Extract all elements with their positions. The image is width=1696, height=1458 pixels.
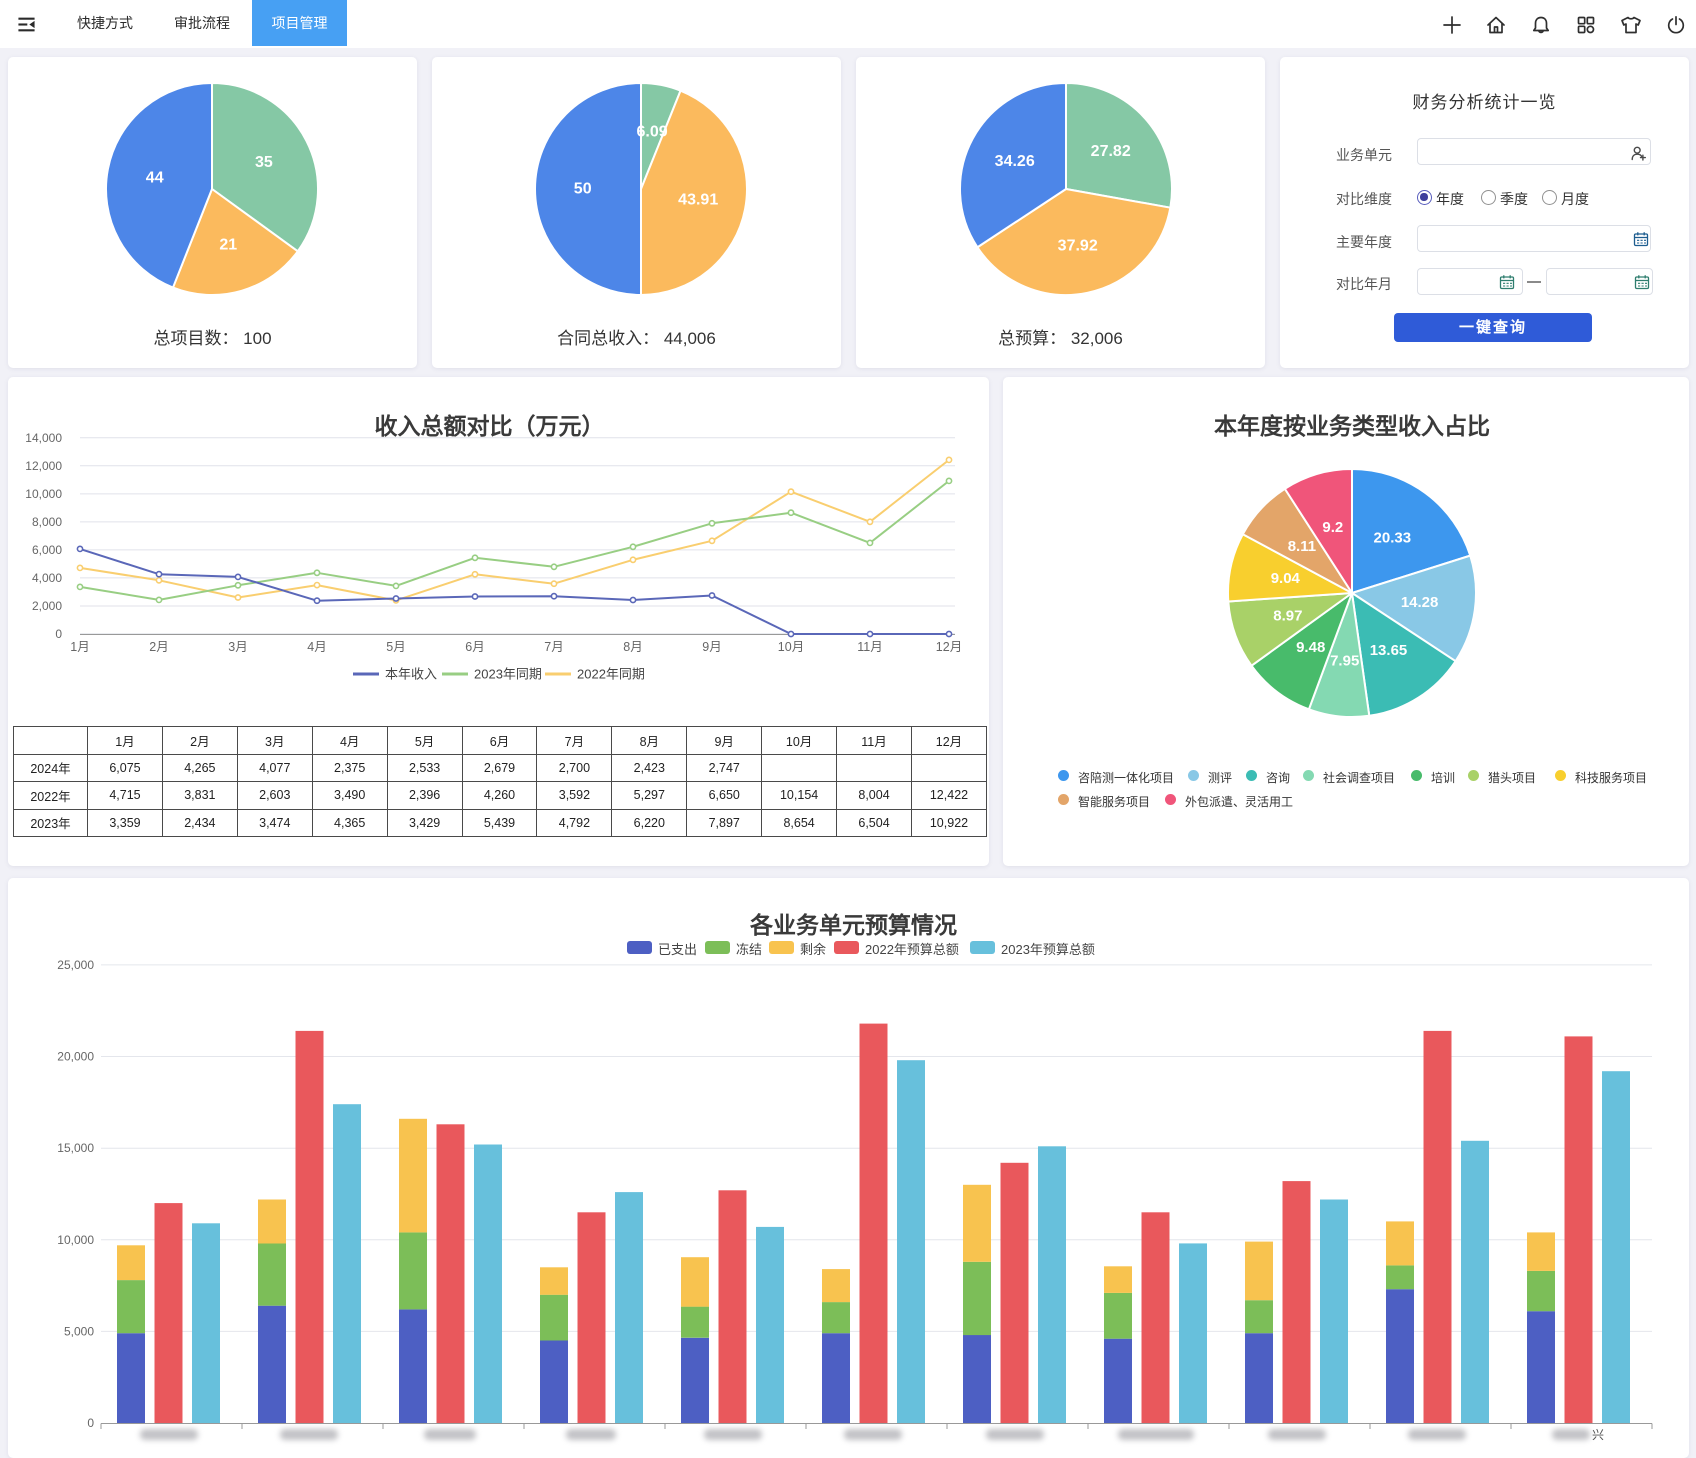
svg-text:43.91: 43.91: [678, 192, 718, 209]
svg-text:12月: 12月: [936, 640, 962, 654]
svg-text:20.33: 20.33: [1374, 530, 1412, 547]
svg-text:0: 0: [55, 627, 62, 641]
svg-text:4,000: 4,000: [32, 571, 62, 585]
svg-text:10,000: 10,000: [25, 487, 62, 501]
svg-text:1月: 1月: [70, 640, 89, 654]
svg-text:0: 0: [87, 1416, 94, 1430]
svg-text:10,000: 10,000: [57, 1233, 94, 1247]
svg-text:14,000: 14,000: [25, 431, 62, 445]
svg-text:4月: 4月: [307, 640, 326, 654]
svg-text:8月: 8月: [623, 640, 642, 654]
svg-text:3月: 3月: [228, 640, 247, 654]
svg-text:25,000: 25,000: [57, 958, 94, 972]
svg-text:11月: 11月: [857, 640, 882, 654]
svg-text:本年收入: 本年收入: [385, 667, 437, 682]
svg-text:2,000: 2,000: [32, 599, 62, 613]
svg-text:10月: 10月: [778, 640, 804, 654]
svg-text:13.65: 13.65: [1370, 642, 1408, 659]
svg-text:50: 50: [574, 181, 592, 198]
svg-text:27.82: 27.82: [1091, 143, 1131, 160]
svg-text:5月: 5月: [386, 640, 405, 654]
svg-text:37.92: 37.92: [1058, 238, 1098, 255]
svg-text:9月: 9月: [702, 640, 721, 654]
svg-text:9.48: 9.48: [1296, 639, 1325, 656]
svg-text:2月: 2月: [149, 640, 168, 654]
svg-text:9.2: 9.2: [1322, 519, 1343, 536]
svg-text:8,000: 8,000: [32, 515, 62, 529]
svg-text:2022年同期: 2022年同期: [577, 667, 645, 682]
svg-text:12,000: 12,000: [25, 459, 62, 473]
svg-text:5,000: 5,000: [64, 1324, 94, 1338]
svg-text:34.26: 34.26: [995, 153, 1035, 170]
svg-text:14.28: 14.28: [1401, 594, 1439, 611]
svg-text:7月: 7月: [544, 640, 563, 654]
svg-text:44: 44: [146, 170, 164, 187]
svg-text:35: 35: [255, 154, 273, 171]
svg-text:6月: 6月: [465, 640, 484, 654]
svg-text:6,000: 6,000: [32, 543, 62, 557]
svg-text:20,000: 20,000: [57, 1050, 94, 1064]
svg-text:2023年同期: 2023年同期: [474, 667, 542, 682]
svg-text:15,000: 15,000: [57, 1141, 94, 1155]
svg-text:8.97: 8.97: [1273, 608, 1302, 625]
svg-text:8.11: 8.11: [1288, 538, 1316, 555]
svg-text:9.04: 9.04: [1271, 570, 1301, 587]
svg-text:21: 21: [219, 237, 237, 254]
svg-text:7.95: 7.95: [1330, 652, 1359, 669]
svg-text:6.09: 6.09: [637, 123, 668, 140]
